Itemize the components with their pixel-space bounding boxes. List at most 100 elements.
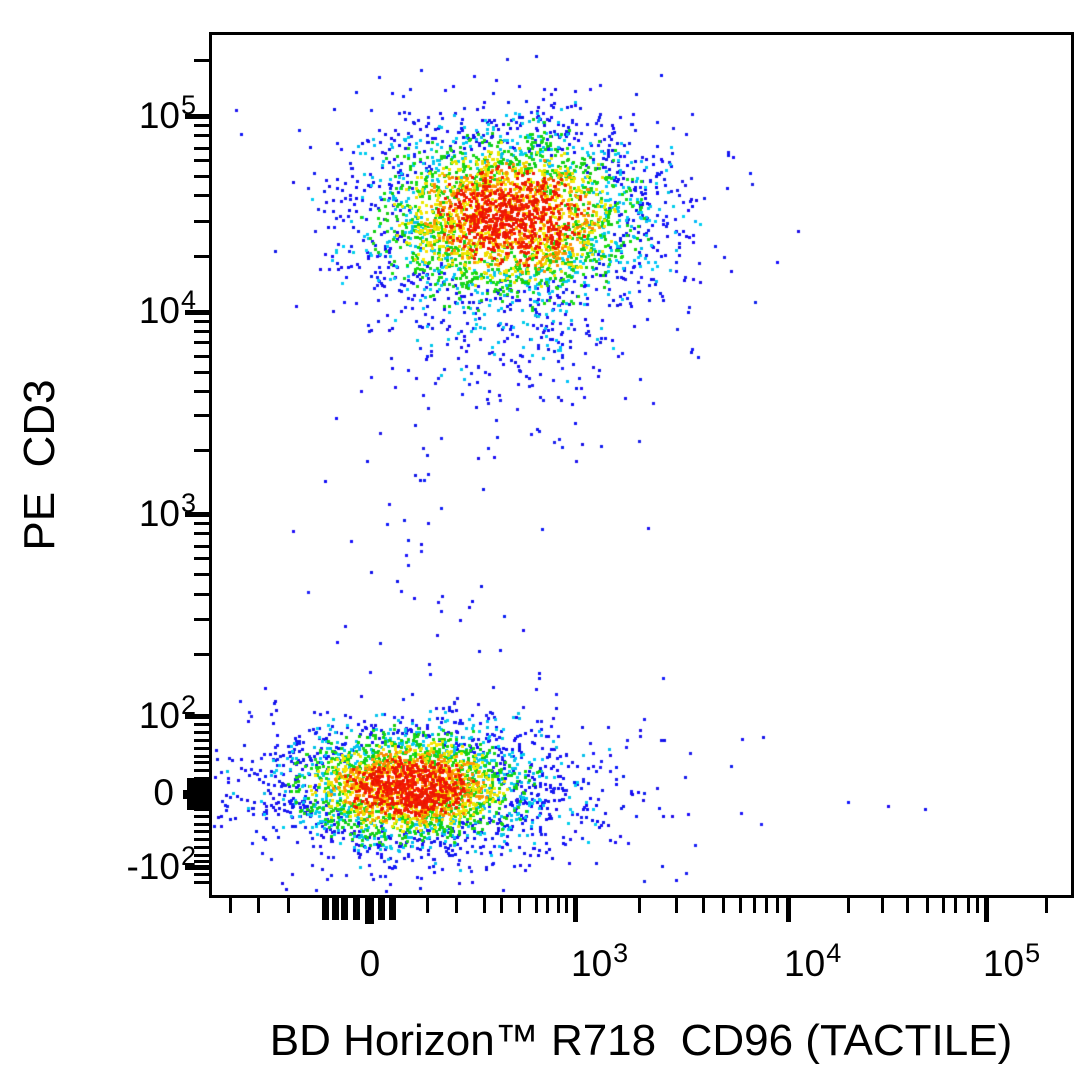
x-axis-zero-region-tick [378, 898, 386, 920]
x-axis-minor-tick [455, 898, 459, 913]
y-axis-minor-tick [194, 830, 209, 834]
x-axis-minor-tick [425, 898, 429, 913]
y-axis-title: PE CD3 [15, 379, 64, 551]
x-axis-major-tick [984, 898, 990, 922]
x-axis-minor-tick [753, 898, 757, 913]
tick-label-base: 10 [571, 943, 613, 984]
tick-label-base: 0 [359, 943, 381, 984]
y-axis-minor-tick [194, 815, 209, 819]
x-axis-zero-region-tick [353, 898, 361, 920]
tick-label-exponent: 3 [613, 938, 629, 968]
x-axis-minor-tick [976, 898, 980, 913]
y-axis-minor-tick [194, 873, 209, 877]
scatter-canvas [212, 35, 1071, 895]
y-axis-minor-tick [194, 730, 209, 734]
tick-label-base: 0 [153, 772, 174, 814]
y-axis-minor-tick [194, 194, 209, 198]
y-axis-minor-tick [194, 557, 209, 561]
y-axis-minor-tick [194, 370, 209, 374]
y-axis-minor-tick [194, 159, 209, 163]
x-axis-minor-tick [906, 898, 910, 913]
x-axis-tick-label: 105 [982, 938, 1040, 987]
tick-label-exponent: 3 [180, 487, 196, 518]
y-axis-minor-tick [194, 341, 209, 345]
y-axis-minor-tick [194, 124, 209, 128]
x-axis-tick-label: 0 [360, 944, 381, 984]
y-axis-tick-label: 0 [153, 773, 174, 813]
x-axis-minor-tick [846, 898, 850, 913]
y-axis-major-tick [185, 714, 209, 720]
x-axis-minor-tick [722, 898, 726, 913]
y-axis-major-tick [185, 309, 209, 315]
y-axis-minor-tick [194, 389, 209, 393]
y-axis-minor-tick [194, 573, 209, 577]
y-axis-minor-tick [194, 532, 209, 536]
x-axis-minor-tick [1045, 898, 1049, 913]
x-axis-title: BD Horizon™ R718 CD96 (TACTILE) [269, 1016, 1013, 1065]
y-axis-major-tick [185, 512, 209, 518]
x-axis-minor-tick [256, 898, 260, 913]
x-axis-zero-region-tick [341, 898, 349, 920]
x-axis-minor-tick [637, 898, 641, 913]
y-axis-minor-tick [194, 414, 209, 418]
tick-label-base: 10 [138, 492, 180, 534]
x-axis-minor-tick [228, 898, 232, 913]
tick-label-exponent: 5 [1025, 938, 1041, 968]
x-axis-minor-tick [483, 898, 487, 913]
x-axis-minor-tick [954, 898, 958, 913]
y-axis-minor-tick [194, 769, 209, 773]
x-axis-minor-tick [925, 898, 929, 913]
y-axis-minor-tick [194, 846, 209, 850]
y-axis-minor-tick [194, 617, 209, 621]
y-axis-tick-label: 102 [139, 690, 196, 739]
x-axis-minor-tick [966, 898, 970, 913]
x-axis-zero-region-tick [321, 898, 329, 920]
y-axis-minor-tick [194, 146, 209, 150]
y-axis-minor-tick [194, 823, 209, 827]
y-axis-tick-label: 104 [138, 285, 196, 334]
x-axis-minor-tick [739, 898, 743, 913]
x-axis-major-tick [572, 898, 578, 922]
x-axis-major-tick [365, 898, 375, 924]
x-axis-zero-region-tick [331, 898, 339, 920]
y-axis-minor-tick [194, 746, 209, 750]
y-axis-minor-tick [194, 319, 209, 323]
y-axis-minor-tick [194, 761, 209, 765]
y-axis-minor-tick [194, 838, 209, 842]
x-axis-minor-tick [701, 898, 705, 913]
y-axis-minor-tick [194, 592, 209, 596]
y-axis-minor-tick [194, 449, 209, 453]
y-axis-minor-tick [194, 58, 209, 62]
x-axis-zero-region-tick [389, 898, 397, 920]
y-axis-minor-tick [194, 754, 209, 758]
y-axis-minor-tick [194, 853, 209, 857]
y-axis-zero-region-tick [187, 784, 209, 791]
y-axis-minor-tick [194, 859, 209, 863]
y-axis-tick-label: -102 [126, 841, 196, 890]
x-axis-minor-tick [546, 898, 550, 913]
y-axis-minor-tick [194, 652, 209, 656]
y-axis-major-tick [185, 114, 209, 120]
y-axis-minor-tick [194, 134, 209, 138]
y-axis-minor-tick [194, 881, 209, 885]
tick-label-exponent: 4 [826, 938, 842, 968]
y-axis-minor-tick [194, 254, 209, 258]
x-axis-minor-tick [675, 898, 679, 913]
tick-label-exponent: 5 [180, 89, 196, 120]
x-axis-tick-label: 104 [784, 938, 841, 987]
x-axis-minor-tick [556, 898, 560, 913]
x-axis-minor-tick [518, 898, 522, 913]
tick-label-base: 10 [138, 94, 180, 136]
y-axis-minor-tick [194, 738, 209, 742]
y-axis-zero-region-tick [187, 796, 209, 804]
y-axis-minor-tick [194, 354, 209, 358]
tick-label-base: 10 [982, 943, 1025, 984]
y-axis-major-tick [185, 865, 209, 871]
y-axis-minor-tick [194, 175, 209, 179]
x-axis-minor-tick [776, 898, 780, 913]
y-axis-tick-label: 105 [138, 90, 196, 139]
x-axis-minor-tick [500, 898, 504, 913]
tick-label-base: 10 [138, 290, 180, 331]
y-axis-zero-region-tick [187, 777, 209, 785]
x-axis-minor-tick [941, 898, 945, 913]
